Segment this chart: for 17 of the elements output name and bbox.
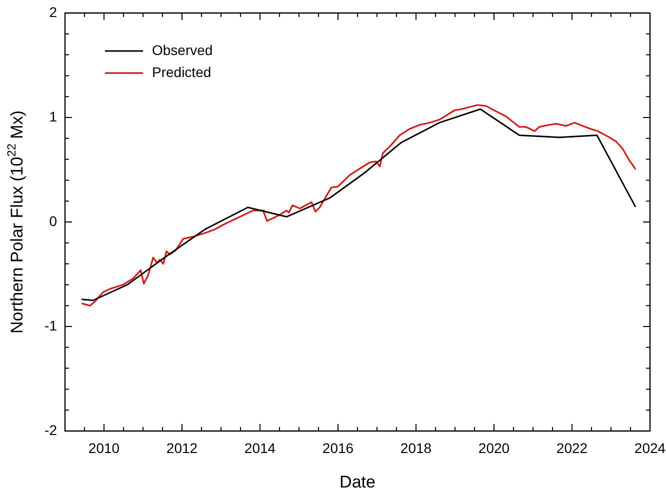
legend-label: Observed <box>152 42 213 58</box>
x-tick-label: 2022 <box>556 440 588 456</box>
x-tick-label: 2020 <box>478 440 510 456</box>
x-tick-label: 2024 <box>634 440 666 456</box>
y-tick-label: -1 <box>44 317 58 334</box>
x-tick-label: 2012 <box>166 440 198 456</box>
x-tick-label: 2018 <box>400 440 432 456</box>
x-axis-title: Date <box>340 472 376 492</box>
x-tick-label: 2014 <box>244 440 276 456</box>
y-tick-label: 0 <box>49 212 58 229</box>
x-tick-label: 2010 <box>88 440 120 456</box>
legend-label: Predicted <box>152 64 212 80</box>
y-tick-label: 2 <box>49 4 58 20</box>
y-tick-label: 1 <box>49 108 58 124</box>
x-tick-label: 2016 <box>322 440 354 456</box>
y-axis-title: Northern Polar Flux (1022 Mx) <box>4 110 27 334</box>
y-tick-label: -2 <box>44 422 58 438</box>
